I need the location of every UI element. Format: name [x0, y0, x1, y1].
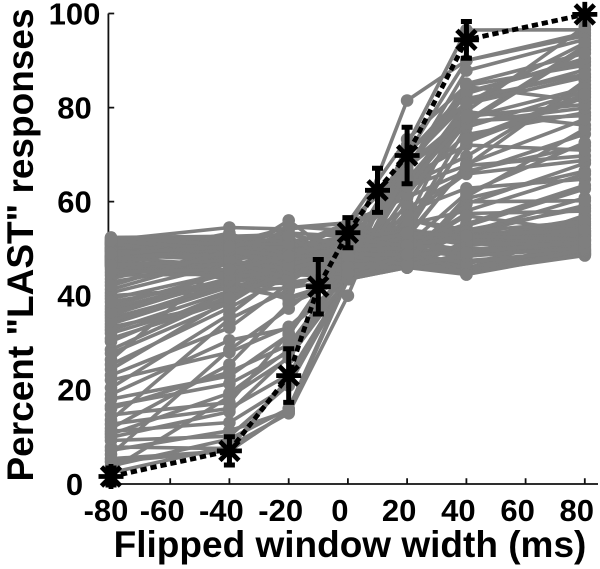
svg-text:40: 40 — [441, 493, 475, 528]
svg-text:20: 20 — [57, 373, 91, 408]
svg-text:80: 80 — [57, 91, 91, 126]
svg-text:60: 60 — [500, 493, 534, 528]
svg-text:-60: -60 — [140, 493, 185, 528]
svg-text:80: 80 — [560, 493, 594, 528]
svg-text:-20: -20 — [258, 493, 303, 528]
svg-text:40: 40 — [57, 279, 91, 314]
svg-text:100: 100 — [49, 0, 101, 32]
svg-text:0: 0 — [66, 467, 83, 502]
svg-text:-80: -80 — [84, 493, 129, 528]
svg-text:0: 0 — [331, 493, 348, 528]
svg-text:Percent "LAST" responses: Percent "LAST" responses — [0, 8, 41, 481]
svg-text:-40: -40 — [199, 493, 244, 528]
svg-text:60: 60 — [57, 185, 91, 220]
svg-text:Flipped window width (ms): Flipped window width (ms) — [114, 524, 587, 565]
svg-text:20: 20 — [382, 493, 416, 528]
